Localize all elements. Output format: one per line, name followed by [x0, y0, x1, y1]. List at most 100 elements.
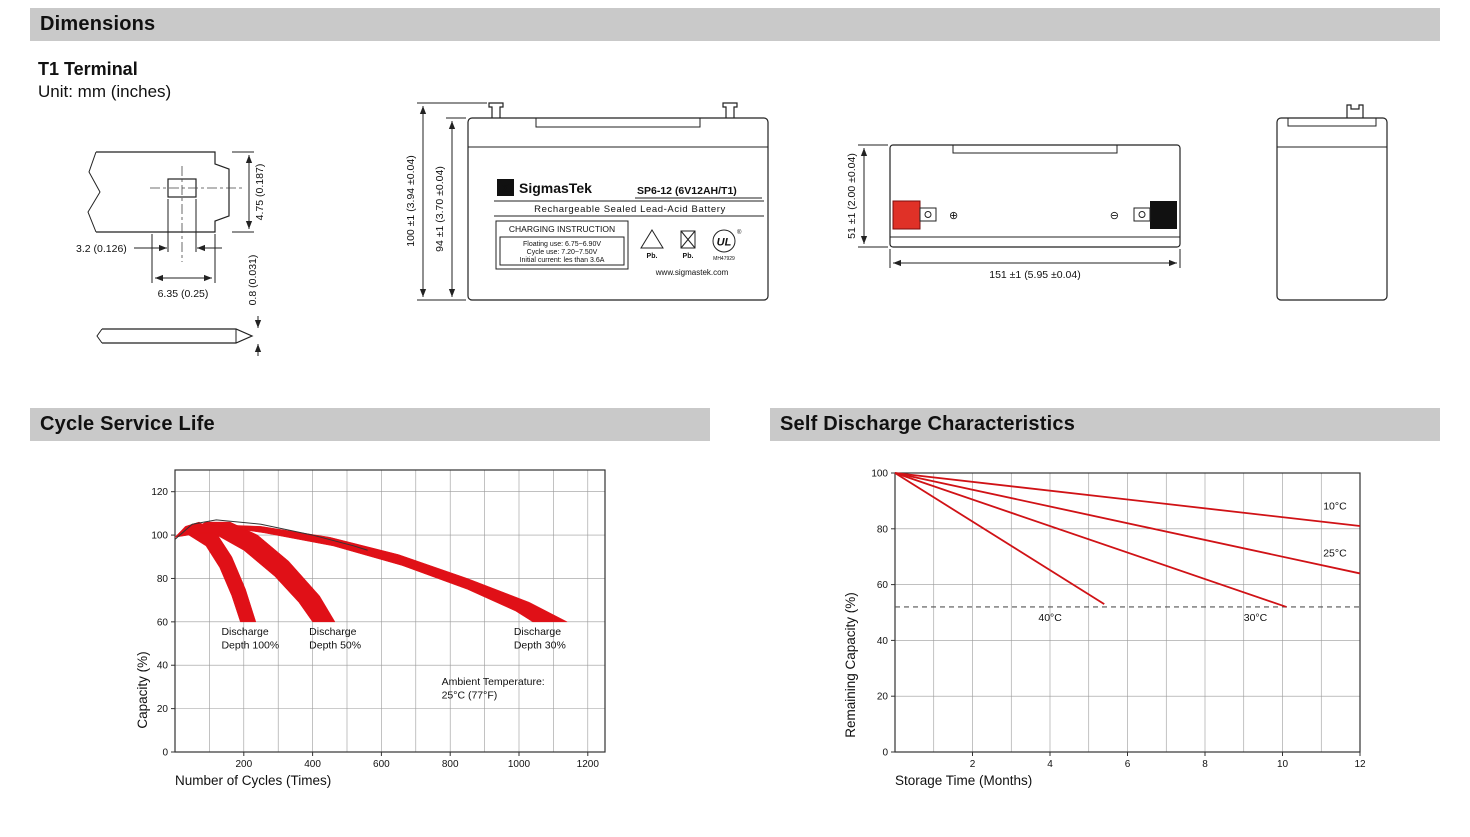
- ul-letters: UL: [717, 237, 732, 249]
- dim-tab-width: 6.35 (0.25): [158, 288, 209, 300]
- battery-top-view: ⊕ ⊖ 51 ±1 (2.00 ±0.04) 151 ±1 (5.95 ±0.0…: [846, 144, 1181, 281]
- dimensions-title: Dimensions: [40, 13, 156, 35]
- section-header-self-discharge: Self Discharge Characteristics: [770, 408, 1440, 441]
- charging-title: CHARGING INSTRUCTION: [509, 224, 615, 234]
- positive-terminal: [892, 200, 921, 230]
- series-band: [174, 521, 257, 623]
- y-tick-label: 40: [877, 636, 889, 647]
- y-tick-label: 20: [877, 692, 889, 703]
- x-tick-label: 6: [1125, 759, 1131, 770]
- battery-body: [1276, 117, 1388, 301]
- series-line: [894, 472, 1361, 575]
- chart-annotation: Depth 30%: [514, 639, 566, 651]
- y-tick-label: 120: [151, 487, 168, 498]
- terminal-detail-drawing: 4.75 (0.187) 3.2 (0.126) 6.35 (0.25) 0.8…: [76, 151, 266, 356]
- lid-recess: [1287, 117, 1377, 127]
- y-tick-label: 60: [157, 617, 169, 628]
- chart-annotation: Depth 50%: [309, 639, 361, 651]
- break-line: [96, 328, 103, 344]
- dim-length: 151 ±1 (5.95 ±0.04): [989, 269, 1081, 281]
- series-line: [174, 519, 368, 551]
- x-tick-label: 2: [970, 759, 976, 770]
- x-tick-label: 4: [1047, 759, 1053, 770]
- y-tick-label: 40: [157, 661, 169, 672]
- charging-line-2: Cycle use: 7.20~7.50V: [527, 249, 598, 256]
- pb-no-trash-cross: [680, 230, 696, 249]
- battery-body: [889, 144, 1181, 248]
- series-line: [894, 472, 1105, 605]
- y-tick-label: 0: [882, 748, 888, 759]
- dim-tab-height: 4.75 (0.187): [254, 164, 266, 221]
- pb-label-2: Pb.: [683, 253, 694, 260]
- negative-connector: [1133, 207, 1151, 222]
- x-tick-label: 1200: [577, 759, 600, 770]
- charging-instruction-box: [495, 220, 629, 270]
- lid-recess: [952, 144, 1118, 154]
- chart-annotation: 40°C: [1038, 612, 1062, 624]
- cycle-service-life-title: Cycle Service Life: [40, 413, 215, 435]
- terminal-tab-right: [722, 102, 738, 118]
- charging-line-1: Floating use: 6.75~6.90V: [523, 241, 601, 248]
- y-tick-label: 80: [877, 524, 889, 535]
- y-axis-label: Capacity (%): [135, 651, 150, 728]
- negative-connector-hole: [1138, 211, 1146, 218]
- ul-file-number: MH47929: [713, 256, 735, 262]
- x-tick-label: 200: [235, 759, 252, 770]
- positive-connector-hole: [924, 211, 932, 218]
- terminal-heading-block: T1 Terminal Unit: mm (inches): [38, 58, 171, 102]
- x-tick-label: 8: [1202, 759, 1208, 770]
- terminal-tab-left: [488, 102, 504, 118]
- plot-border: [174, 469, 606, 753]
- y-tick-label: 60: [877, 580, 889, 591]
- dim-depth: 51 ±1 (2.00 ±0.04): [846, 153, 858, 239]
- plus-symbol: ⊕: [949, 210, 958, 222]
- self-discharge-title: Self Discharge Characteristics: [780, 413, 1076, 435]
- chart-annotation: Ambient Temperature:: [442, 676, 545, 688]
- chart-annotation: 25°C (77°F): [442, 689, 498, 701]
- ul-mark-icon: [712, 229, 736, 253]
- x-tick-label: 1000: [508, 759, 531, 770]
- x-tick-label: 10: [1277, 759, 1289, 770]
- series-line: [894, 472, 1361, 527]
- dim-total-height: 100 ±1 (3.94 ±0.04): [405, 155, 417, 247]
- chart-annotation: 30°C: [1244, 612, 1268, 624]
- x-axis-label: Number of Cycles (Times): [175, 773, 331, 788]
- series-band: [185, 521, 336, 623]
- x-tick-label: 12: [1354, 759, 1366, 770]
- battery-front-view: Σ SigmasTek SP6-12 (6V12AH/T1) Rechargea…: [405, 102, 769, 301]
- lid-recess: [535, 117, 701, 128]
- brand-name: SigmasTek: [519, 180, 592, 196]
- section-header-cycle-service-life: Cycle Service Life: [30, 408, 710, 441]
- charging-inner-box: [499, 236, 625, 266]
- y-tick-label: 20: [157, 704, 169, 715]
- battery-end-view: [1276, 104, 1388, 301]
- unit-note: Unit: mm (inches): [38, 81, 172, 101]
- x-tick-label: 600: [373, 759, 390, 770]
- self-discharge-chart: Remaining Capacity (%) Storage Time (Mon…: [843, 469, 1366, 789]
- battery-subtitle: Rechargeable Sealed Lead-Acid Battery: [534, 204, 726, 215]
- terminal-tab: [1346, 104, 1364, 118]
- x-tick-label: 400: [304, 759, 321, 770]
- pb-recycle-icon: [640, 229, 664, 249]
- chart-annotation: 10°C: [1323, 500, 1347, 512]
- terminal-type-title: T1 Terminal: [38, 59, 138, 79]
- chart-annotation: Discharge: [309, 626, 356, 638]
- section-header-dimensions: Dimensions: [30, 8, 1440, 41]
- website-url: www.sigmastek.com: [655, 268, 729, 277]
- series-band: [205, 523, 568, 623]
- model-number: SP6-12 (6V12AH/T1): [637, 185, 737, 197]
- positive-connector: [919, 207, 937, 222]
- minus-symbol: ⊖: [1110, 210, 1119, 222]
- pb-label-1: Pb.: [647, 253, 658, 260]
- y-tick-label: 100: [151, 531, 168, 542]
- brand-logo-icon: [497, 179, 514, 196]
- x-axis-label: Storage Time (Months): [895, 773, 1032, 788]
- dim-case-height: 94 ±1 (3.70 ±0.04): [434, 166, 446, 252]
- negative-terminal: [1150, 201, 1177, 229]
- chart-annotation: Discharge: [221, 626, 268, 638]
- series-line: [894, 472, 1287, 608]
- ul-registered-mark: ®: [737, 229, 742, 236]
- chart-annotation: Depth 100%: [221, 639, 279, 651]
- dim-hole-width: 3.2 (0.126): [76, 243, 127, 255]
- y-tick-label: 80: [157, 574, 169, 585]
